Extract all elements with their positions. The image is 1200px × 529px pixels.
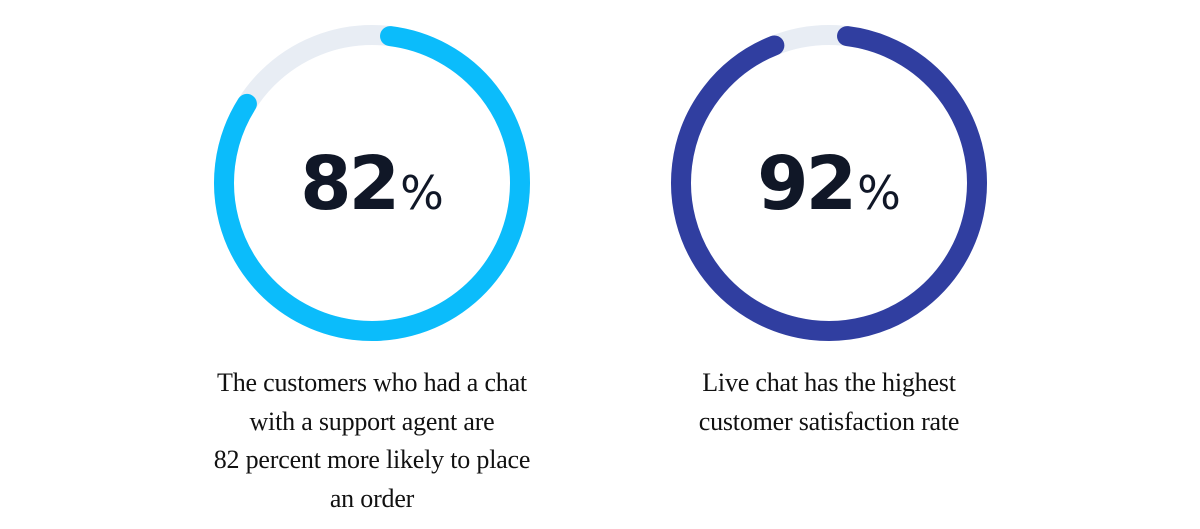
stat-percent-sign: %	[400, 166, 444, 220]
stat-value: 82 %	[300, 147, 444, 221]
caption-line: 82 percent more likely to place	[213, 445, 531, 474]
caption-line: an order	[329, 483, 415, 513]
donut-progress-arc	[671, 25, 987, 341]
stat-card-right: 92 % Live chat has the highest customer …	[629, 0, 1029, 529]
donut-chart	[209, 20, 535, 346]
donut-center: 82 %	[209, 20, 535, 346]
stat-number: 82	[300, 141, 400, 227]
donut-svg	[214, 25, 530, 341]
donut-progress-arc	[214, 25, 530, 341]
stat-caption: The customers who had a chat with a supp…	[172, 364, 572, 518]
stat-number: 92	[757, 141, 857, 227]
caption-line: The customers who had a chat	[217, 368, 527, 397]
caption-line: with a support agent are	[249, 406, 495, 436]
stat-caption: Live chat has the highest customer satis…	[629, 364, 1029, 441]
caption-line: customer satisfaction rate	[698, 406, 960, 436]
donut-center: 92 %	[666, 20, 992, 346]
stat-percent-sign: %	[857, 166, 901, 220]
stat-value: 92 %	[757, 147, 901, 221]
donut-chart	[666, 20, 992, 346]
caption-line: Live chat has the highest	[702, 368, 956, 397]
stat-card-left: 82 % The customers who had a chat with a…	[172, 0, 572, 529]
donut-svg	[671, 25, 987, 341]
